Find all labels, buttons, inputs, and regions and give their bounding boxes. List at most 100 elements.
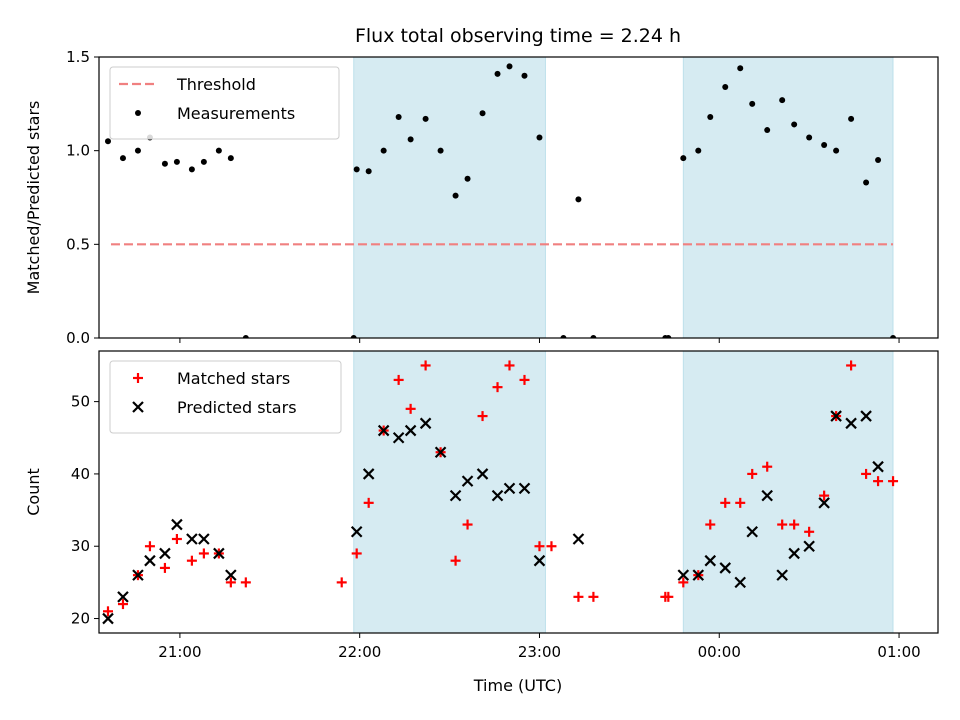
legend: Threshold Measurements: [109, 66, 340, 140]
data-point: [572, 533, 585, 545]
data-point: [336, 577, 347, 588]
data-point: [573, 591, 584, 602]
data-point: [791, 121, 798, 128]
data-point: [393, 374, 404, 385]
legend-label: Threshold: [176, 75, 256, 94]
data-point: [590, 335, 597, 338]
data-point: [735, 497, 746, 508]
data-point: [533, 554, 546, 567]
data-point: [173, 158, 180, 165]
data-point: [819, 490, 830, 501]
data-point: [860, 410, 872, 422]
data-point: [833, 147, 840, 154]
data-point: [806, 134, 813, 141]
data-point: [777, 519, 788, 530]
data-point: [747, 468, 758, 479]
data-point: [161, 160, 168, 167]
data-point: [198, 533, 210, 545]
x-tick-label: 23:00: [518, 643, 561, 661]
legend-swatch: [133, 373, 143, 383]
data-point: [705, 519, 716, 530]
data-point: [449, 489, 462, 502]
legend-entry: Threshold: [119, 75, 256, 94]
data-point: [200, 158, 207, 165]
data-point: [761, 489, 773, 502]
axes-frame: [98, 56, 939, 339]
y-tick-label: 40: [71, 465, 90, 483]
data-point: [407, 136, 414, 143]
legend-entry: Predicted stars: [132, 398, 297, 417]
data-point: [144, 554, 156, 567]
data-point: [861, 468, 872, 479]
data-point: [492, 382, 503, 393]
data-point: [225, 569, 237, 581]
x-axis-label: Time (UTC): [473, 676, 562, 695]
data-point: [452, 192, 459, 199]
legend-label: Measurements: [177, 104, 295, 123]
panel-ratio: 0.0 0.5 1.0 1.5 Matched/Predicted stars Thres…: [24, 48, 939, 347]
legend-box: [109, 360, 342, 434]
y-tick-label: 0.5: [66, 235, 90, 253]
data-point: [821, 142, 828, 149]
data-point: [198, 548, 209, 559]
data-point: [546, 541, 557, 552]
data-point: [377, 424, 390, 437]
data-point: [534, 541, 545, 552]
data-point: [350, 525, 363, 538]
legend-label: Predicted stars: [177, 398, 297, 417]
plot-area: [102, 351, 899, 633]
data-point: [663, 591, 674, 602]
data-point: [450, 555, 461, 566]
data-point: [213, 547, 225, 560]
data-point: [462, 519, 473, 530]
data-point: [677, 569, 690, 581]
data-point: [692, 569, 705, 581]
data-point: [353, 166, 360, 173]
data-point: [872, 460, 884, 473]
data-point: [461, 475, 474, 487]
data-point: [779, 97, 786, 104]
legend-entry: Matched stars: [133, 369, 290, 388]
x-tick-label: 21:00: [158, 643, 201, 661]
y-axis-label: Matched/Predicted stars: [24, 101, 43, 295]
data-point: [521, 72, 528, 79]
y-tick-label: 50: [71, 393, 90, 411]
data-point: [764, 127, 771, 134]
data-point: [722, 83, 729, 90]
legend: Matched stars Predicted stars: [109, 360, 342, 434]
y-tick-label: 1.0: [66, 142, 90, 160]
data-point: [215, 147, 222, 154]
legend-box: [109, 66, 340, 140]
data-point: [171, 534, 182, 544]
plot-area: [104, 57, 897, 338]
data-point: [437, 147, 444, 154]
data-point: [704, 554, 717, 567]
data-point: [132, 569, 144, 581]
data-point: [186, 533, 198, 545]
axes-frame: [98, 350, 939, 634]
shaded-span: [682, 351, 894, 633]
data-point: [477, 411, 488, 422]
shaded-span: [353, 57, 546, 338]
data-point: [362, 468, 375, 480]
data-point: [719, 562, 732, 574]
data-point: [678, 577, 689, 588]
data-point: [720, 497, 731, 508]
data-point: [776, 569, 788, 581]
data-point: [588, 591, 599, 602]
data-point: [818, 497, 830, 509]
legend-swatch: [135, 110, 141, 116]
data-point: [119, 155, 126, 162]
data-point: [788, 547, 800, 560]
data-point: [365, 168, 372, 175]
data-point: [863, 179, 870, 186]
panel-counts: 20 30 40 50 21:00 22:00 23:00 00:00 01:00 Count Ma…: [24, 350, 939, 661]
data-point: [746, 525, 758, 538]
data-point: [419, 417, 432, 430]
legend-entry: Measurements: [135, 104, 295, 123]
data-point: [102, 612, 114, 625]
data-point: [518, 482, 531, 495]
data-point: [363, 497, 374, 508]
data-point: [240, 577, 251, 588]
